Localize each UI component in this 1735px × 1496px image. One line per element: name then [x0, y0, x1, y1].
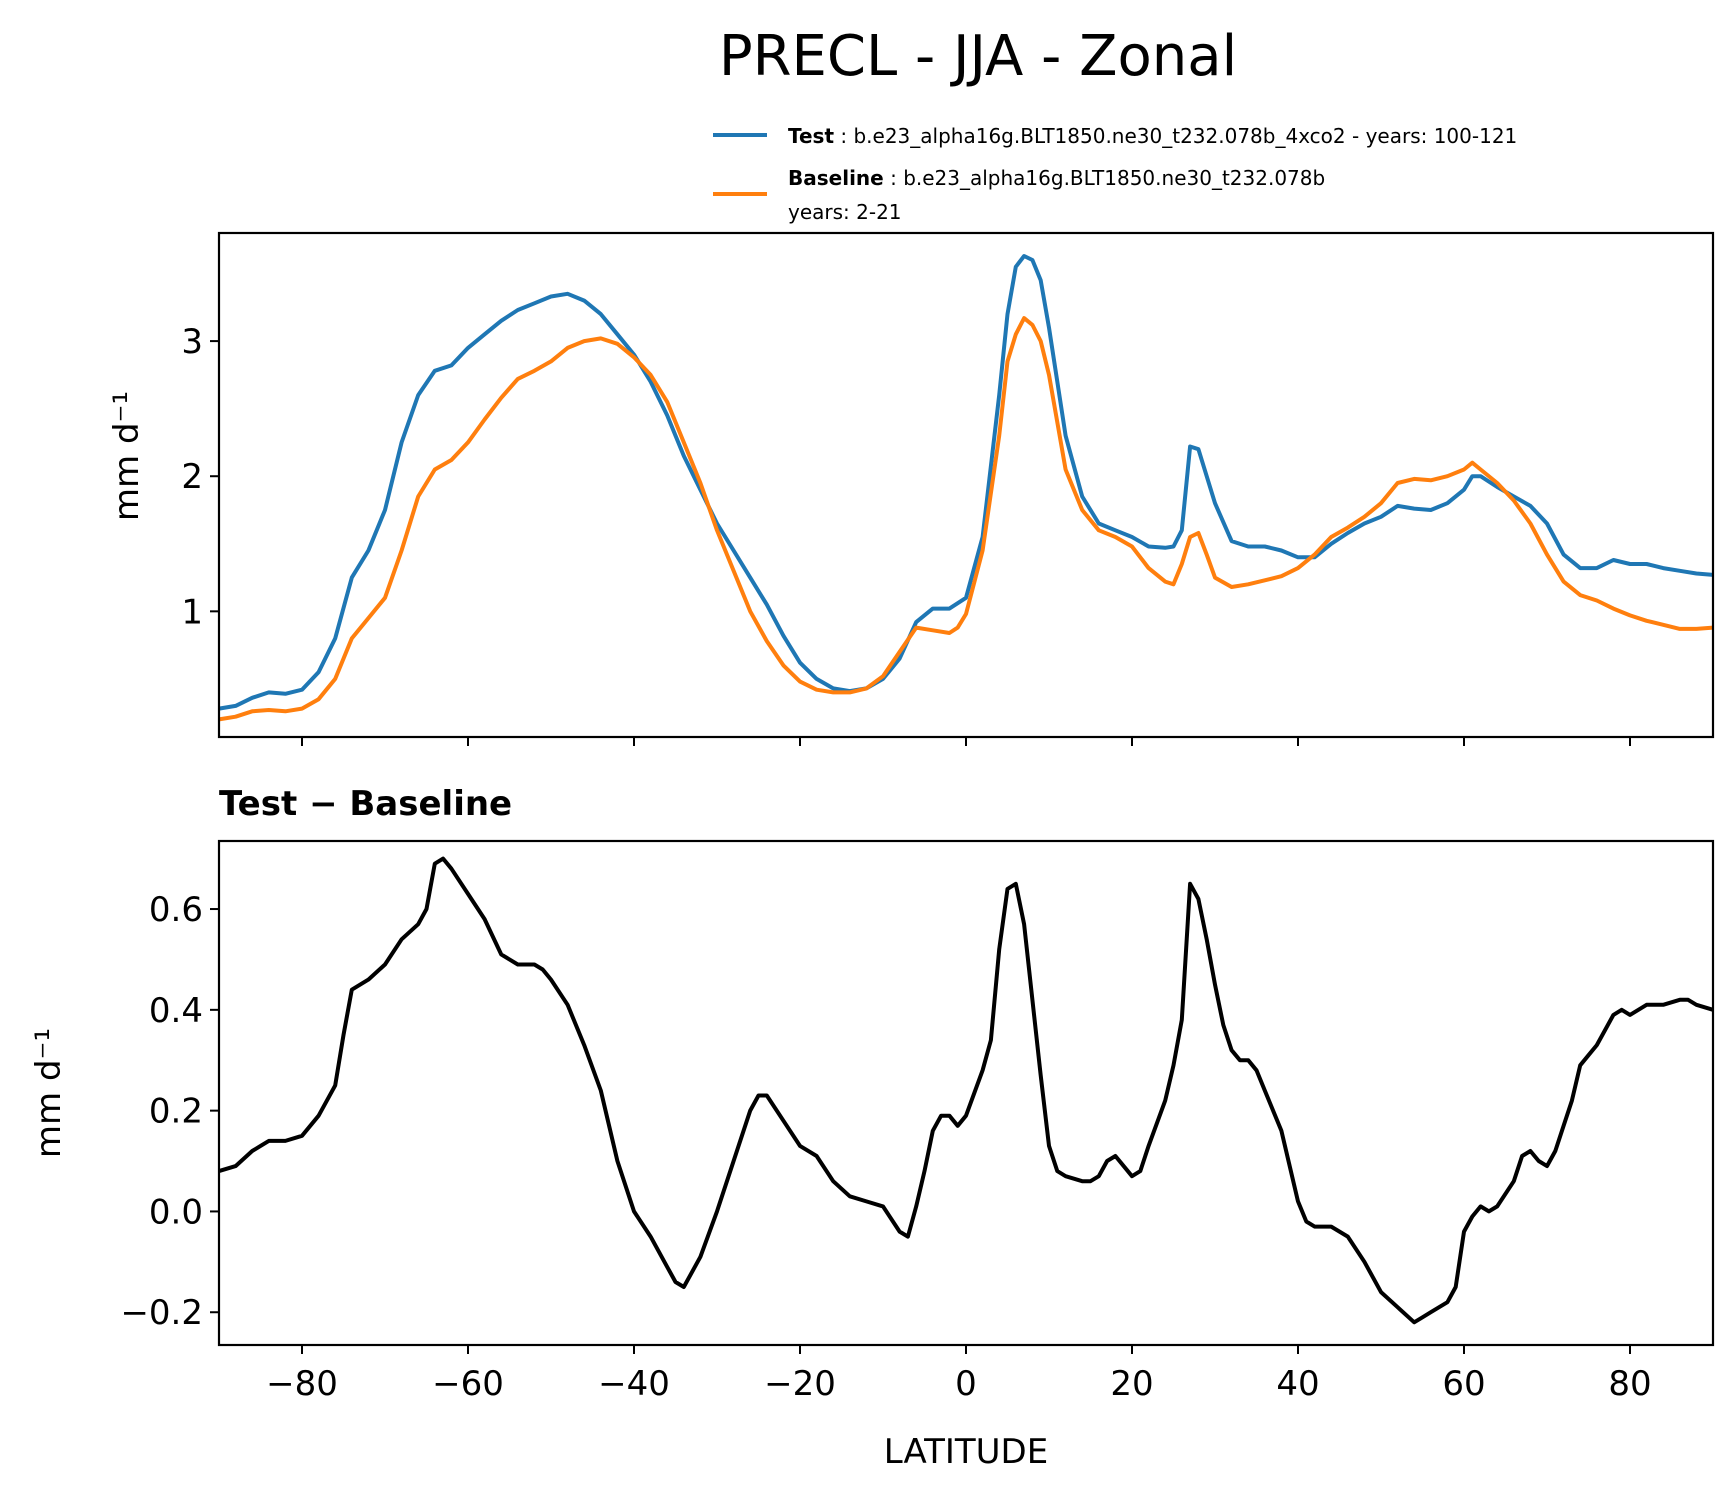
bottom-xtick-label: 0: [955, 1364, 977, 1404]
top-ytick-label: 1: [181, 592, 203, 632]
legend-baseline-label: Baseline: [788, 166, 884, 190]
bottom-series-group: [218, 856, 1714, 1325]
top-plot-frame: [217, 231, 1715, 739]
bottom-xtick-label: 80: [1608, 1364, 1651, 1404]
legend: Test : b.e23_alpha16g.BLT1850.ne30_t232.…: [713, 124, 1517, 224]
x-axis-label: LATITUDE: [884, 1432, 1048, 1472]
bottom-xtick-label: −60: [432, 1364, 504, 1404]
bottom-xtick-label: −20: [764, 1364, 836, 1404]
bottom-xtick-label: −40: [598, 1364, 670, 1404]
bottom-xtick-label: 20: [1110, 1364, 1153, 1404]
figure-title: PRECL - JJA - Zonal: [719, 24, 1237, 89]
bottom-panel: Test − Baseline −0.2 0.0 0.2 0.4 0.6 −80 −60 −4…: [29, 784, 1715, 1472]
top-axes: 1 2 3: [181, 322, 1631, 746]
bottom-ytick-label: 0.6: [149, 890, 203, 930]
bottom-ytick-label: 0.2: [149, 1092, 203, 1132]
top-panel: 1 2 3 mm d⁻¹: [107, 231, 1715, 746]
bottom-ytick-label: 0.4: [149, 991, 203, 1031]
legend-test-entry: Test : b.e23_alpha16g.BLT1850.ne30_t232.…: [788, 124, 1517, 148]
legend-baseline-sep: :: [884, 166, 903, 190]
bottom-y-axis-label: mm d⁻¹: [29, 1028, 69, 1158]
top-series-test: [218, 254, 1714, 711]
legend-baseline-years: years: 2-21: [788, 200, 902, 224]
legend-test-sep: :: [834, 124, 853, 148]
top-ytick-label: 2: [181, 457, 203, 497]
top-series-group: [218, 254, 1714, 722]
bottom-series-test-baseline: [218, 856, 1714, 1325]
bottom-panel-title: Test − Baseline: [219, 784, 512, 824]
top-series-baseline: [218, 316, 1714, 722]
bottom-xtick-label: −80: [266, 1364, 338, 1404]
top-ytick-label: 3: [181, 322, 203, 362]
legend-test-label: Test: [788, 124, 834, 148]
bottom-axes: −0.2 0.0 0.2 0.4 0.6 −80 −60 −40 −20 0 20 40 60 80: [120, 890, 1651, 1404]
legend-baseline-text: b.e23_alpha16g.BLT1850.ne30_t232.078b: [903, 166, 1325, 190]
bottom-xtick-label: 40: [1276, 1364, 1319, 1404]
legend-baseline-entry: Baseline : b.e23_alpha16g.BLT1850.ne30_t…: [788, 166, 1325, 190]
bottom-plot-frame: [217, 839, 1715, 1347]
bottom-ytick-label: 0.0: [149, 1192, 203, 1232]
bottom-xtick-label: 60: [1442, 1364, 1485, 1404]
bottom-ytick-label: −0.2: [120, 1293, 203, 1333]
top-y-axis-label: mm d⁻¹: [107, 391, 147, 521]
legend-test-text: b.e23_alpha16g.BLT1850.ne30_t232.078b_4x…: [853, 124, 1517, 148]
